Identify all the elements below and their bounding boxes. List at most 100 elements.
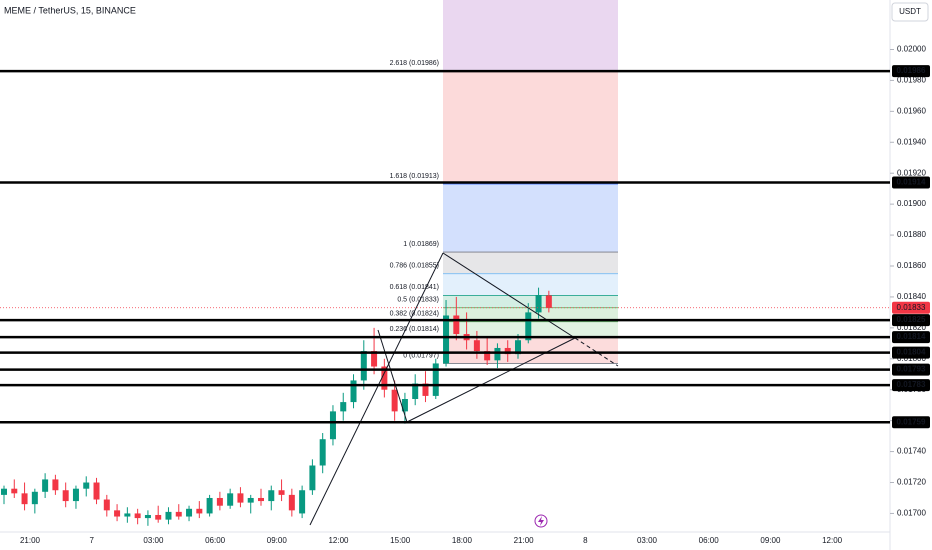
fib-zone	[443, 273, 618, 296]
level-price-tag	[892, 176, 930, 189]
y-tick-label: 0.01820	[897, 323, 926, 332]
candle	[494, 343, 501, 369]
level-price-tag	[892, 331, 930, 344]
candle-body	[401, 399, 408, 412]
currency-button[interactable]	[891, 2, 929, 22]
candle-body	[299, 490, 306, 514]
fib-label: 0.382 (0.01824)	[390, 311, 439, 318]
level-price-tag	[892, 416, 930, 429]
candle-body	[103, 499, 110, 511]
pattern-projection	[574, 337, 619, 367]
candle-body	[412, 383, 419, 399]
x-tick-label: 12:00	[822, 536, 843, 545]
y-tick-label: 0.01720	[897, 478, 926, 487]
candle-body	[227, 493, 234, 506]
candle	[473, 330, 480, 359]
x-tick-label: 06:00	[205, 536, 226, 545]
candle	[309, 459, 316, 495]
candle	[186, 505, 193, 522]
candle-body	[247, 497, 254, 503]
candle	[371, 327, 378, 375]
candle-body	[175, 511, 182, 517]
candle	[422, 371, 429, 403]
level-price-label: 0.01793	[897, 365, 926, 374]
candle	[227, 488, 234, 509]
candle-body	[21, 493, 28, 505]
fib-label: 0.786 (0.01855)	[390, 263, 439, 270]
candle-body	[11, 488, 18, 494]
level-price-label: 0.01759	[897, 417, 926, 426]
candle-body	[494, 347, 501, 361]
candle-body	[278, 490, 285, 495]
candle-body	[360, 351, 367, 381]
candle-body	[144, 514, 151, 519]
x-tick-label: 09:00	[267, 536, 288, 545]
y-tick-label: 0.01860	[897, 261, 926, 270]
candle	[258, 488, 264, 506]
y-tick-label: 0.01980	[897, 76, 926, 85]
candle	[52, 474, 59, 495]
currency-button-label[interactable]: USDT	[899, 7, 921, 16]
candle-body	[72, 488, 79, 502]
level-price-tag	[892, 379, 930, 392]
candle-body	[381, 366, 388, 390]
candle	[83, 476, 90, 497]
candle-body	[83, 482, 90, 489]
candle-body	[329, 411, 336, 440]
fib-label: 1.618 (0.01913)	[390, 173, 439, 180]
candle-body	[62, 490, 69, 502]
candle-body	[165, 511, 172, 520]
plot-area: 2.618 (0.01986) 1.618 (0.01913) 1 (0.01869…	[1, 0, 618, 526]
fib-zone	[443, 71, 618, 185]
candle-body	[504, 347, 511, 355]
candle	[103, 494, 110, 517]
candle-body	[114, 510, 121, 517]
x-tick-label: 03:00	[143, 536, 164, 545]
level-price-label: 0.01825	[897, 315, 926, 324]
y-tick-label: 0.01960	[897, 106, 926, 115]
candle-body	[258, 497, 264, 502]
level-price-label: 0.01804	[897, 348, 926, 357]
candle	[165, 507, 172, 525]
level-price-label: 0.01783	[897, 380, 926, 389]
fib-label: 0 (0.01797)	[403, 352, 439, 359]
fib-label: 0.618 (0.01841)	[390, 284, 439, 291]
x-tick-label: 7	[89, 536, 94, 545]
candle	[360, 340, 367, 390]
y-tick-label: 0.01880	[897, 230, 926, 239]
pattern-leg	[377, 329, 408, 423]
candle	[535, 287, 542, 319]
candle-body	[216, 497, 223, 506]
candle	[206, 494, 213, 517]
y-tick-label: 0.01920	[897, 168, 926, 177]
candle-body	[319, 439, 326, 466]
candle	[381, 358, 388, 398]
candle-body	[155, 514, 162, 520]
fib-label: 1 (0.01869)	[403, 241, 439, 248]
candle	[42, 473, 49, 498]
candle	[1, 485, 7, 505]
last-price-tag	[892, 301, 930, 314]
candle	[545, 290, 552, 313]
candle	[62, 482, 69, 508]
candle	[391, 380, 398, 421]
candle	[114, 504, 121, 522]
candle-body	[52, 479, 59, 491]
candle	[93, 477, 100, 505]
x-tick-label: 15:00	[390, 536, 411, 545]
candle	[21, 482, 28, 511]
x-tick-label: 12:00	[328, 536, 349, 545]
candle-body	[453, 315, 460, 335]
candle	[155, 505, 162, 523]
pattern-leg	[442, 252, 576, 339]
candle-body	[268, 490, 275, 502]
candle-body	[31, 491, 38, 505]
x-tick-label: 18:00	[452, 536, 473, 545]
candle	[278, 479, 285, 502]
level-price-tag	[892, 314, 930, 327]
candle	[268, 485, 275, 511]
candle	[175, 504, 182, 520]
fib-zone	[443, 252, 618, 274]
x-tick-label: 8	[583, 536, 588, 545]
